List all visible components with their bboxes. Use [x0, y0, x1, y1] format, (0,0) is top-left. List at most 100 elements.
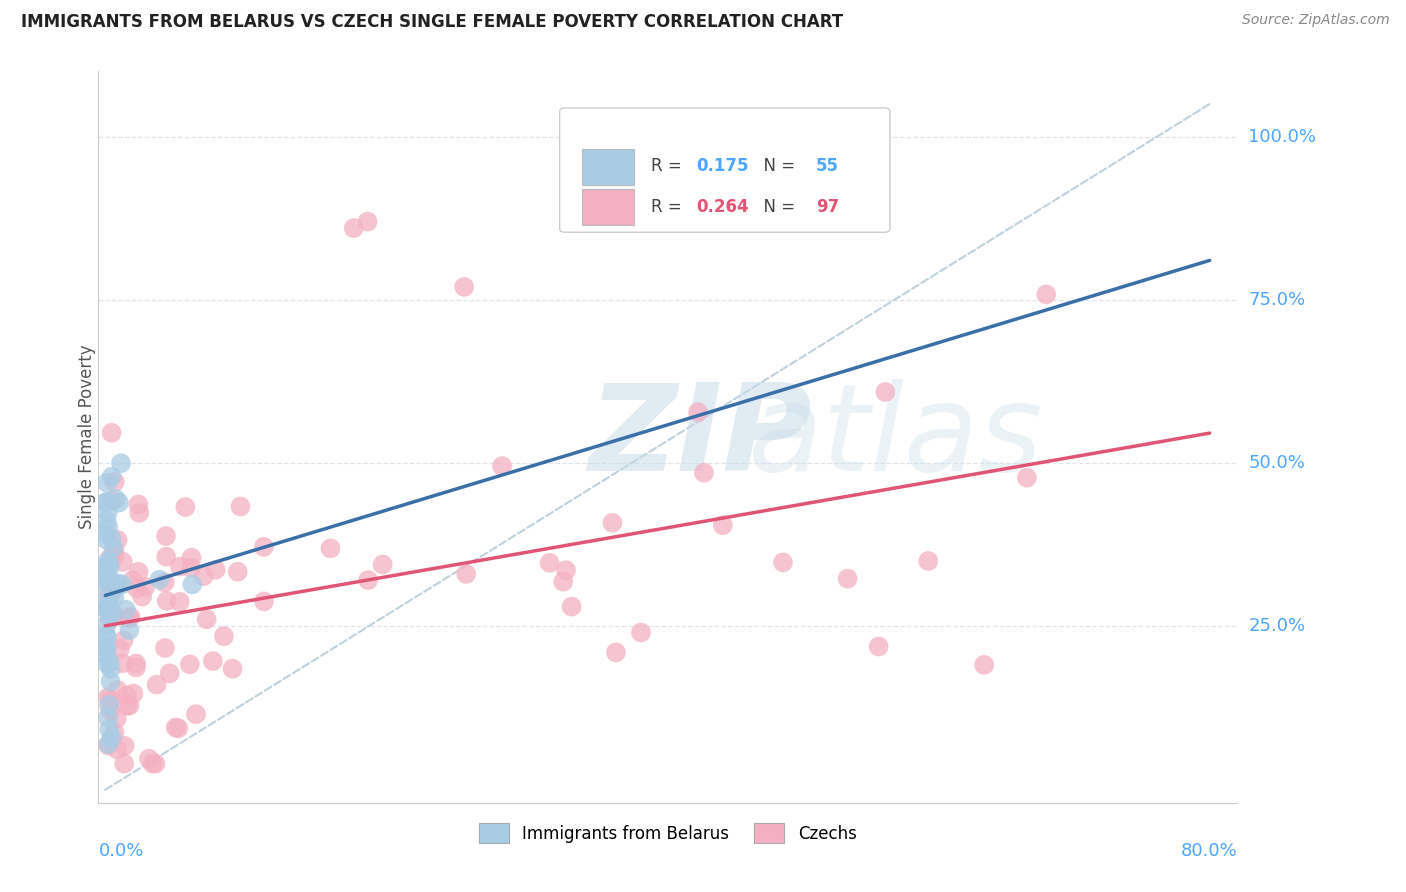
Point — [125, 657, 148, 671]
Point — [693, 466, 716, 480]
Point — [96, 628, 118, 642]
Point — [115, 689, 138, 703]
Text: R =: R = — [651, 158, 686, 176]
Point — [1035, 287, 1057, 301]
Point — [180, 561, 202, 575]
Point — [371, 558, 394, 572]
Point — [98, 607, 121, 621]
Point — [103, 607, 125, 622]
Point — [100, 588, 122, 602]
Point — [94, 560, 117, 574]
Point — [134, 580, 156, 594]
Point — [128, 565, 150, 579]
Point — [103, 541, 125, 555]
Point — [94, 495, 117, 509]
Point — [630, 625, 652, 640]
Point — [103, 580, 125, 594]
Point — [561, 599, 583, 614]
Point — [148, 573, 170, 587]
Point — [98, 587, 121, 601]
Point — [201, 654, 224, 668]
Y-axis label: Single Female Poverty: Single Female Poverty — [79, 345, 96, 529]
Point — [122, 686, 145, 700]
Point — [453, 280, 475, 294]
Point — [96, 533, 118, 547]
Point — [96, 566, 118, 580]
Point — [184, 707, 207, 722]
Text: N =: N = — [754, 198, 800, 216]
Point — [156, 594, 179, 608]
Point — [105, 742, 128, 756]
Point — [97, 690, 120, 705]
Point — [145, 678, 167, 692]
Point — [100, 549, 122, 564]
Point — [100, 425, 122, 440]
Point — [108, 642, 131, 657]
Point — [195, 612, 218, 626]
Point — [193, 569, 215, 583]
Point — [94, 495, 117, 509]
Point — [174, 500, 197, 514]
Point — [112, 633, 135, 648]
Point — [179, 657, 201, 672]
Point — [686, 405, 709, 419]
Point — [103, 725, 125, 739]
Point — [97, 505, 120, 519]
Point — [253, 540, 276, 554]
Text: 80.0%: 80.0% — [1181, 842, 1237, 860]
Point — [127, 498, 149, 512]
Point — [343, 221, 366, 235]
Point — [103, 591, 125, 605]
Point — [711, 518, 734, 533]
Point — [108, 496, 131, 510]
Point — [138, 752, 160, 766]
Point — [98, 704, 121, 718]
Point — [96, 475, 118, 490]
Point — [181, 577, 204, 591]
FancyBboxPatch shape — [582, 189, 634, 225]
Point — [94, 586, 117, 600]
Point — [105, 711, 128, 725]
Point — [115, 698, 138, 713]
Text: 25.0%: 25.0% — [1249, 617, 1306, 635]
Point — [155, 549, 177, 564]
Point — [128, 506, 150, 520]
Point — [97, 554, 120, 568]
Point — [125, 660, 148, 674]
Point — [153, 640, 176, 655]
Point — [96, 514, 118, 528]
Point — [100, 493, 122, 508]
Text: N =: N = — [754, 158, 800, 176]
Point — [98, 612, 121, 626]
FancyBboxPatch shape — [560, 108, 890, 232]
Point — [319, 541, 342, 556]
Point — [120, 609, 142, 624]
Point — [96, 631, 118, 645]
Text: 55: 55 — [815, 158, 839, 176]
Text: R =: R = — [651, 198, 686, 216]
Point — [538, 556, 561, 570]
Point — [100, 662, 122, 676]
Point — [94, 602, 117, 616]
Point — [100, 608, 122, 623]
Point — [94, 640, 117, 655]
Text: atlas: atlas — [748, 378, 1043, 496]
Point — [131, 590, 153, 604]
Point — [111, 555, 134, 569]
Text: 97: 97 — [815, 198, 839, 216]
Text: 100.0%: 100.0% — [1249, 128, 1316, 145]
Text: 0.0%: 0.0% — [98, 842, 143, 860]
Point — [153, 575, 176, 590]
Point — [772, 556, 794, 570]
Point — [229, 500, 252, 514]
Point — [837, 572, 859, 586]
Point — [96, 649, 118, 664]
Point — [96, 617, 118, 632]
Text: 50.0%: 50.0% — [1249, 454, 1305, 472]
Point — [111, 577, 134, 591]
Point — [917, 554, 939, 568]
Point — [100, 469, 122, 483]
Point — [115, 603, 138, 617]
Point — [97, 737, 120, 751]
Text: Source: ZipAtlas.com: Source: ZipAtlas.com — [1241, 13, 1389, 28]
